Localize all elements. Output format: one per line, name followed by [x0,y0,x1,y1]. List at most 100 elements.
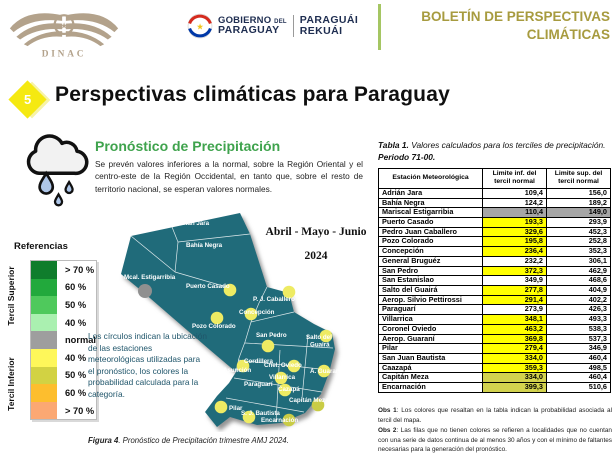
gov-line1-small: DEL [274,18,287,25]
station-name-cell: Encarnación [378,382,483,393]
table-row: Encarnación 399,3 510,6 [378,382,611,393]
legend-label: 50 % [65,299,87,310]
station-name-cell: Puerto Casado [378,217,483,228]
map-station-label: Pozo Colorado [192,323,236,330]
map-station-label: Cnel. Oviedo [264,362,302,369]
sup-limit-cell: 156,0 [546,187,611,199]
map-station-label: Bahía Negra [186,242,223,249]
legend-swatch [31,278,57,297]
map-station-label: San Pedro [256,332,287,339]
station-name-cell: Adrián Jara [378,187,483,199]
sup-limit-cell: 404,9 [546,285,611,296]
figure-caption-text: . Pronóstico de Precipitación trimestre … [118,436,289,445]
header-station: Estación Meteorológica [378,168,483,189]
svg-text:★: ★ [196,22,204,32]
map-station-label: Encarnación [261,417,298,424]
map-station-label: Paraguarí [244,381,273,388]
station-name-cell: Salto del Guairá [378,285,483,296]
sup-limit-cell: 306,1 [546,255,611,267]
station-name-cell: General Bruguéz [378,255,483,267]
header-inf-limit: Limite inf. del tercil normal [482,168,547,189]
legend-label: > 70 % [65,264,95,275]
station-name-cell: Concepción [378,246,483,257]
legend-upper-tercile-label: Tercil Superior [6,266,16,326]
legend-swatch [31,313,57,332]
legend-entry: 60 % [31,278,96,297]
map-station-label: Pilar [229,405,243,412]
table-row: Salto del Guairá 277,8 404,9 [378,285,611,296]
table-title-label: Tabla 1. [378,140,409,150]
inf-limit-cell: 277,8 [482,285,547,296]
sup-limit-cell: 293,9 [546,217,611,228]
station-name-cell: San Juan Bautista [378,352,483,364]
legend-swatch [31,366,57,385]
legend-entry: normal [31,331,96,349]
dinac-label: DINAC [42,49,87,59]
table-title-period: Periodo 71-00. [378,152,436,163]
forecast-heading: Pronóstico de Precipitación [95,138,281,154]
map-station-label: Mcal. Estigarribia [124,274,176,281]
table-row: Villarrica 348,1 493,3 [378,314,611,325]
section-number: 5 [23,91,32,107]
table-row: Concepción 236,4 352,3 [378,246,611,257]
legend-entry: > 70 % [31,401,96,420]
station-dot [138,284,152,298]
map-station-label: Cordillera [244,358,273,365]
legend-entry: 60 % [31,384,96,402]
header-sup-limit: Limite sup. del tercil normal [546,168,611,189]
gov-text-right: PARAGUÁI REKUÁI [299,14,358,37]
header-accent-bar [378,4,381,50]
station-dot [210,311,224,325]
table-header-row: Estación Meteorológica Limite inf. del t… [378,168,611,189]
station-dot [287,359,301,373]
badge-diamond: 5 [8,80,47,119]
legend-label: 40 % [65,352,87,363]
legend-swatch [31,296,57,314]
inf-limit-cell: 279,4 [482,343,547,354]
gov-line1: GOBIERNO [218,14,272,26]
station-dot [223,283,237,297]
station-dot [282,413,296,427]
rain-cloud-icon [26,134,89,207]
inf-limit-cell: 193,3 [482,217,547,228]
svg-text:★: ★ [60,20,68,30]
table-title-text: Valores calculados para los terciles de … [408,140,606,150]
table-row: General Bruguéz 232,2 306,1 [378,255,611,267]
bulletin-title-line2: CLIMÁTICAS [526,27,610,43]
map-station-label: Puerto Casado [186,283,230,290]
legend-label: 50 % [65,370,87,381]
map-station-label: S. J. Bautista [241,410,280,417]
obs1-text: : Los colores que resaltan en la tabla i… [378,407,612,424]
table-observations: Obs 1: Los colores que resaltan en la ta… [378,406,612,456]
figure-caption: Figura 4. Pronóstico de Precipitación tr… [88,436,289,445]
forecast-period: Abril - Mayo - Junio 2024 [260,226,372,262]
inf-limit-cell: 399,3 [482,382,547,393]
tercile-table-body: Adrián Jara 109,4 156,0 Bahía Negra 124,2 189… [378,187,611,393]
legend-swatch [31,401,57,420]
station-dot [242,410,256,424]
map-station-label: Adrián Jara [175,220,210,227]
bulletin-title: BOLETÍN DE PERSPECTIVAS CLIMÁTICAS [385,8,610,44]
paraguay-map-svg: Adrián Jara Bahía Negra Mcal. Estigarribia… [121,213,342,427]
gov-right2: REKUÁI [299,25,343,37]
bulletin-title-line1: BOLETÍN DE PERSPECTIVAS [421,9,610,24]
gov-text-left: GOBIERNO DEL PARAGUAY [218,14,287,37]
sup-limit-cell: 510,6 [546,382,611,393]
map-station-label: Capitán Meza [289,397,329,404]
legend-label: 60 % [65,282,87,293]
legend-entry: > 70 % [31,261,96,279]
obs-2: Obs 2: Las filas que no tienen colores s… [378,426,612,455]
station-dot [278,383,292,397]
legend-label: 40 % [65,317,87,328]
obs-1: Obs 1: Los colores que resaltan en la ta… [378,406,612,425]
station-dot [261,339,275,353]
sup-limit-cell: 493,3 [546,314,611,325]
gov-logo-divider [292,15,294,37]
obs1-label: Obs 1 [378,407,397,414]
forecast-body-text: Se prevén valores inferiores a la normal… [95,159,363,194]
station-dot [244,307,258,321]
inf-limit-cell: 232,2 [482,255,547,267]
map-station-label: A. Guaraní [310,368,342,375]
obs2-label: Obs 2 [378,427,397,435]
figure-caption-label: Figura 4 [88,436,119,445]
